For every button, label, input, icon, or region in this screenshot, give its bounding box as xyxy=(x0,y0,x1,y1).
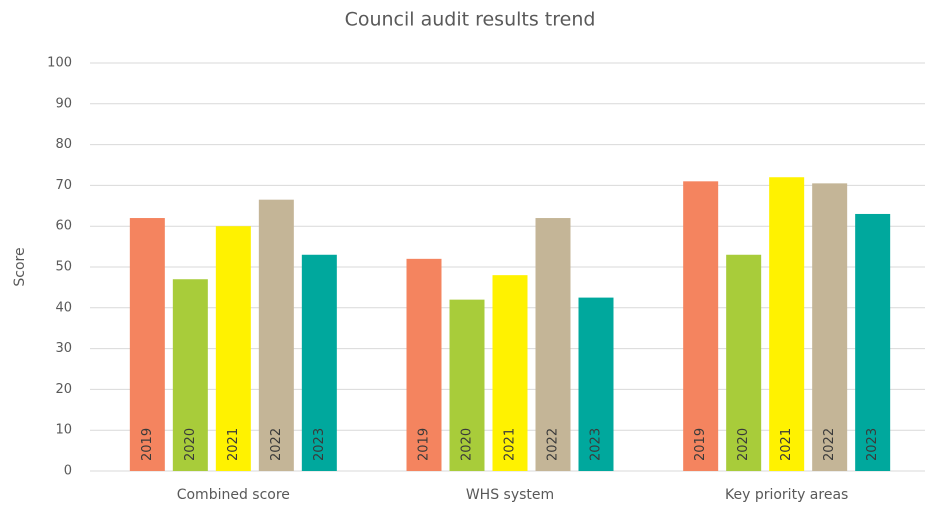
chart-title: Council audit results trend xyxy=(345,9,596,31)
bar-label: 2019 xyxy=(693,428,708,461)
bar xyxy=(855,213,891,471)
bar xyxy=(535,218,571,471)
bar-label: 2019 xyxy=(140,428,155,461)
bar-label: 2023 xyxy=(312,428,327,461)
bar xyxy=(449,299,485,471)
y-tick-label: 0 xyxy=(64,464,72,479)
bar xyxy=(492,275,528,471)
bar-label: 2021 xyxy=(226,428,241,461)
x-tick-label: Key priority areas xyxy=(725,487,848,503)
bar xyxy=(769,177,805,472)
bar xyxy=(215,226,251,471)
y-tick-label: 30 xyxy=(55,341,72,356)
bar xyxy=(172,279,208,471)
y-tick-label: 70 xyxy=(55,178,72,193)
bar-label: 2021 xyxy=(503,428,518,461)
y-tick-label: 100 xyxy=(47,56,72,71)
y-tick-label: 90 xyxy=(55,96,72,111)
bar xyxy=(812,183,848,472)
bar-label: 2022 xyxy=(269,428,284,461)
bar xyxy=(258,199,294,471)
y-tick-label: 50 xyxy=(55,260,72,275)
y-tick-label: 10 xyxy=(55,423,72,438)
bar xyxy=(301,254,337,471)
bar xyxy=(683,181,719,471)
bar xyxy=(129,218,165,471)
bar-label: 2020 xyxy=(460,428,475,461)
bar xyxy=(406,258,442,471)
bar-label: 2020 xyxy=(183,428,198,461)
y-tick-label: 60 xyxy=(55,219,72,234)
bar xyxy=(578,297,614,471)
bar xyxy=(726,254,762,471)
x-tick-label: Combined score xyxy=(177,487,290,503)
bar-label: 2020 xyxy=(736,428,751,461)
y-tick-label: 20 xyxy=(55,382,72,397)
x-tick-label: WHS system xyxy=(466,487,554,503)
bar-label: 2023 xyxy=(865,428,880,461)
y-tick-label: 40 xyxy=(55,300,72,315)
y-tick-label: 80 xyxy=(55,137,72,152)
bar-label: 2023 xyxy=(589,428,604,461)
bar-label: 2022 xyxy=(822,428,837,461)
bar-label: 2021 xyxy=(779,428,794,461)
y-axis-label: Score xyxy=(12,247,28,286)
bar-label: 2019 xyxy=(417,428,432,461)
bar-label: 2022 xyxy=(546,428,561,461)
